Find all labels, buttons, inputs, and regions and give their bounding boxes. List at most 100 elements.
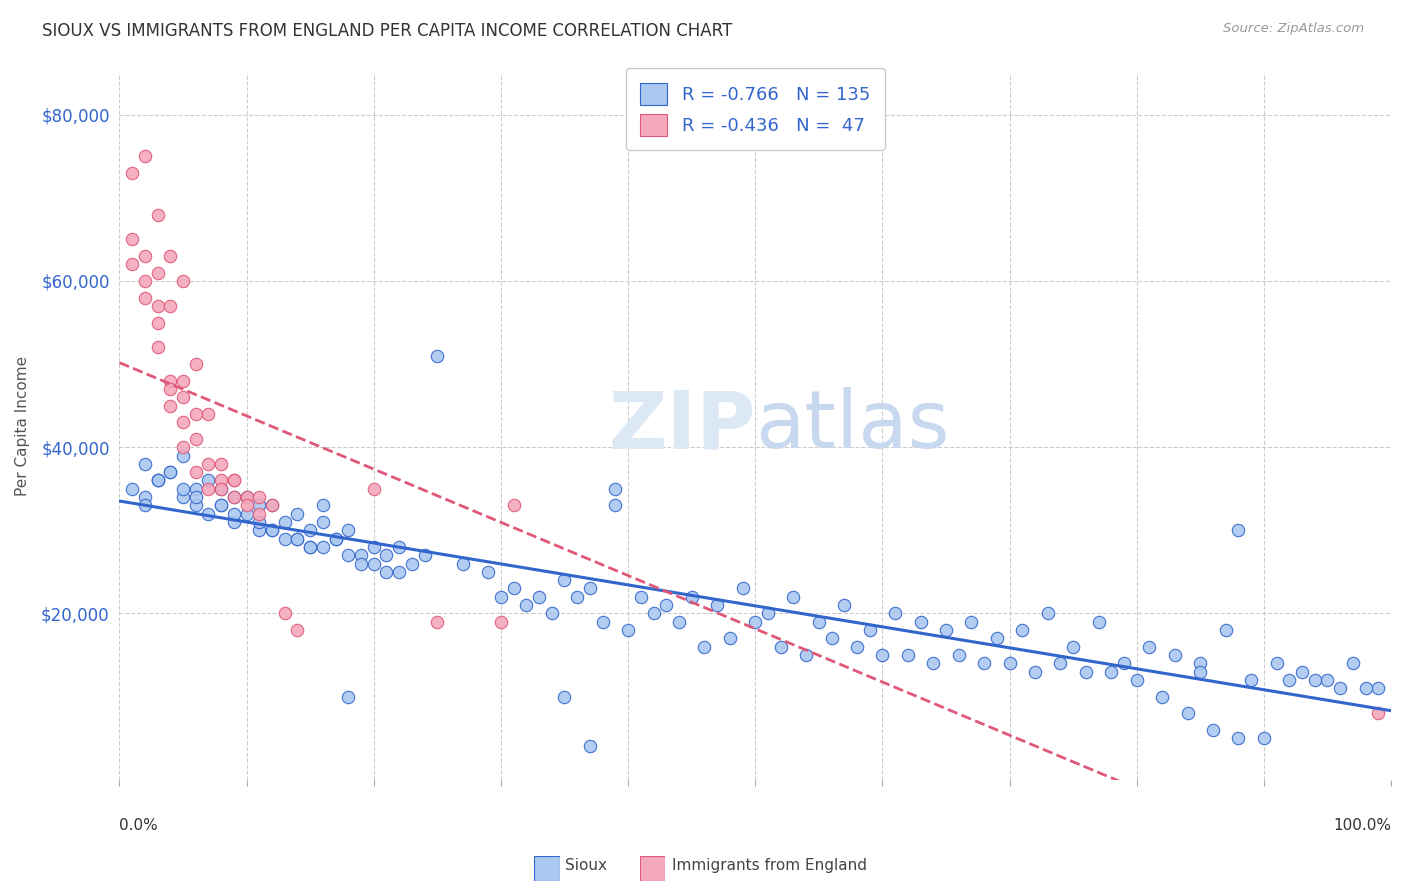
Point [312, 499, 335, 513]
Point [260, 524, 283, 538]
Point [489, 590, 512, 604]
Point [605, 482, 627, 496]
Point [184, 357, 207, 371]
Point [235, 507, 257, 521]
Point [1024, 665, 1046, 679]
Point [1189, 665, 1212, 679]
Point [146, 474, 169, 488]
Point [222, 474, 245, 488]
Point [502, 499, 524, 513]
Point [159, 399, 181, 413]
Point [1099, 665, 1122, 679]
Text: Sioux: Sioux [565, 858, 607, 872]
Point [325, 532, 347, 546]
Point [1354, 681, 1376, 696]
Point [260, 499, 283, 513]
Point [451, 557, 474, 571]
Point [718, 632, 741, 646]
Point [146, 266, 169, 280]
Point [655, 598, 678, 612]
Point [184, 482, 207, 496]
Point [375, 565, 398, 579]
Point [197, 474, 219, 488]
Point [935, 623, 957, 637]
Point [1227, 524, 1250, 538]
Point [756, 607, 779, 621]
Point [1062, 640, 1084, 654]
Point [222, 507, 245, 521]
Point [197, 457, 219, 471]
Point [1036, 607, 1059, 621]
Point [121, 257, 143, 271]
Point [363, 482, 385, 496]
Point [222, 515, 245, 529]
Point [592, 615, 614, 629]
Point [209, 482, 232, 496]
Point [363, 557, 385, 571]
Point [832, 598, 855, 612]
Point [1316, 673, 1339, 687]
Point [337, 524, 360, 538]
Point [681, 590, 703, 604]
Text: SIOUX VS IMMIGRANTS FROM ENGLAND PER CAPITA INCOME CORRELATION CHART: SIOUX VS IMMIGRANTS FROM ENGLAND PER CAP… [42, 22, 733, 40]
Point [274, 607, 297, 621]
Point [184, 432, 207, 446]
Point [567, 590, 589, 604]
Point [1139, 640, 1161, 654]
Point [782, 590, 804, 604]
Point [134, 249, 156, 263]
Point [312, 515, 335, 529]
Point [134, 490, 156, 504]
Point [502, 582, 524, 596]
Point [184, 490, 207, 504]
Point [350, 548, 373, 562]
Point [1125, 673, 1147, 687]
Point [121, 482, 143, 496]
Point [260, 499, 283, 513]
Point [197, 407, 219, 421]
Point [299, 540, 322, 554]
Point [121, 166, 143, 180]
Point [235, 499, 257, 513]
Point [1278, 673, 1301, 687]
Point [287, 532, 309, 546]
Point [197, 482, 219, 496]
Point [744, 615, 766, 629]
Point [553, 690, 575, 704]
Point [845, 640, 868, 654]
Point [630, 590, 652, 604]
Point [247, 515, 270, 529]
Point [426, 615, 449, 629]
Point [172, 415, 194, 429]
Point [807, 615, 830, 629]
Point [172, 482, 194, 496]
Point [1112, 657, 1135, 671]
Point [146, 341, 169, 355]
Point [948, 648, 970, 662]
Text: Immigrants from England: Immigrants from England [672, 858, 868, 872]
Point [172, 449, 194, 463]
Point [515, 598, 537, 612]
Point [579, 582, 602, 596]
Point [172, 390, 194, 404]
Point [706, 598, 728, 612]
Point [274, 532, 297, 546]
Point [960, 615, 983, 629]
Point [1177, 706, 1199, 720]
Point [1367, 681, 1389, 696]
Point [1367, 706, 1389, 720]
Point [973, 657, 995, 671]
Point [731, 582, 754, 596]
Point [986, 632, 1008, 646]
Point [325, 532, 347, 546]
Point [579, 739, 602, 754]
Point [134, 149, 156, 163]
Point [820, 632, 842, 646]
Point [897, 648, 920, 662]
Point [184, 465, 207, 479]
Text: 0.0%: 0.0% [120, 819, 159, 833]
Point [172, 440, 194, 454]
Point [922, 657, 945, 671]
Point [872, 648, 894, 662]
Legend: R = -0.766   N = 135, R = -0.436   N =  47: R = -0.766 N = 135, R = -0.436 N = 47 [626, 68, 884, 150]
